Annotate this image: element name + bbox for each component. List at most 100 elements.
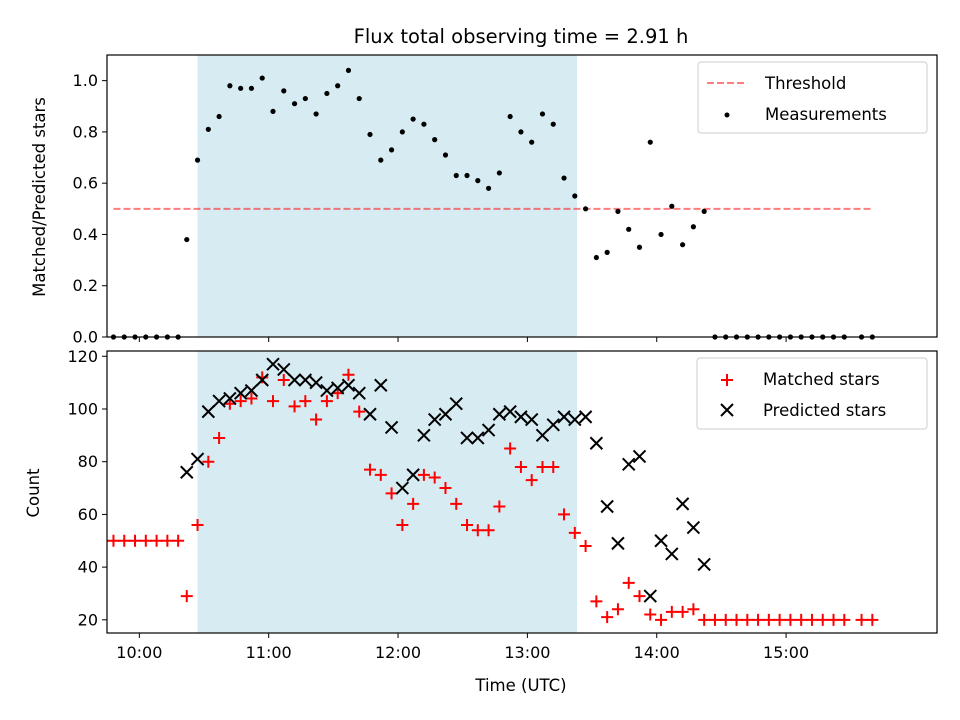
predicted-star-point (277, 362, 291, 377)
matched-star-point (245, 392, 258, 405)
top-legend: Threshold Measurements (697, 61, 928, 134)
measurement-point (539, 111, 546, 117)
predicted-star-point (223, 391, 237, 406)
xtick-label: 15:00 (763, 643, 809, 662)
matched-star-point (288, 400, 301, 413)
bottom-ylabel: Count (24, 468, 43, 518)
predicted-star-point (589, 436, 604, 450)
matched-star-point (461, 518, 474, 531)
matched-star-point (353, 405, 366, 418)
predicted-star-point (384, 420, 399, 435)
measurement-point (518, 129, 524, 135)
xtick-label: 14:00 (634, 643, 680, 662)
predicted-star-point (460, 431, 474, 445)
predicted-star-point (449, 397, 463, 411)
matched-star-point (805, 613, 818, 626)
measurement-point (302, 95, 308, 102)
predicted-star-point (320, 383, 334, 398)
measurement-point (238, 85, 244, 91)
predicted-star-point (266, 357, 280, 371)
predicted-star-point (190, 452, 205, 466)
predicted-star-point (654, 534, 668, 548)
matched-star-point (644, 608, 657, 621)
measurement-point (572, 193, 578, 199)
matched-star-point (299, 395, 312, 408)
measurement-point (367, 131, 373, 138)
matched-star-point (471, 524, 484, 537)
predicted-star-point (180, 465, 194, 479)
predicted-star-point (363, 407, 377, 421)
legend-matched-label: Matched stars (763, 370, 880, 389)
top-legend-box (697, 61, 928, 134)
predicted-star-point (201, 404, 216, 419)
matched-star-point (450, 497, 463, 510)
top-ytick-label: 1.0 (73, 71, 98, 90)
matched-star-point (139, 534, 152, 547)
matched-star-point (504, 442, 517, 455)
matched-star-point (161, 534, 174, 547)
predicted-star-point (578, 410, 593, 424)
measurement-point (593, 254, 599, 261)
matched-star-point (568, 526, 581, 539)
predicted-star-point (374, 378, 388, 392)
measurement-point (636, 244, 643, 250)
predicted-star-point (697, 557, 711, 572)
chart-title: Flux total observing time = 2.91 h (354, 25, 689, 48)
measurement-point (604, 249, 610, 255)
matched-star-point (129, 534, 142, 547)
bottom-ytick-label: 60 (78, 505, 98, 524)
matched-star-point (385, 487, 398, 500)
predicted-star-point (341, 378, 356, 392)
measurement-point (701, 208, 707, 214)
matched-star-point (374, 468, 387, 481)
matched-star-point (698, 613, 711, 626)
predicted-star-point (524, 412, 539, 427)
measurement-point (227, 83, 233, 89)
legend-measurements-swatch (724, 112, 730, 118)
top-ytick-label: 0.6 (73, 174, 98, 193)
predicted-star-point (330, 381, 345, 395)
measurement-point (442, 152, 449, 158)
predicted-star-point (417, 428, 431, 443)
measurement-point (324, 90, 330, 97)
matched-star-point (827, 613, 840, 626)
measurement-point (248, 85, 255, 91)
predicted-star-point (481, 423, 496, 437)
predicted-star-point (665, 547, 679, 561)
matched-star-point (866, 613, 879, 626)
measurement-point (690, 224, 696, 230)
predicted-star-point (557, 410, 571, 424)
measurement-point (345, 67, 352, 73)
matched-star-point (493, 500, 506, 513)
measurement-point (647, 139, 653, 145)
matched-star-point (773, 613, 786, 626)
matched-star-point (180, 590, 193, 603)
predicted-star-point (244, 383, 259, 398)
measurement-point (658, 231, 664, 238)
xtick-label: 12:00 (375, 643, 421, 662)
predicted-star-point (568, 412, 582, 427)
predicted-star-point (622, 457, 636, 472)
matched-star-point (784, 613, 797, 626)
predicted-star-point (471, 431, 485, 445)
measurement-point (270, 108, 276, 114)
predicted-star-point (643, 589, 657, 603)
legend-matched-swatch (721, 374, 733, 386)
matched-star-point (633, 590, 646, 603)
bottom-legend: Matched stars Predicted stars (696, 357, 928, 430)
matched-star-point (267, 395, 279, 408)
matched-star-point (213, 431, 226, 444)
measurement-point (335, 83, 341, 89)
predicted-star-point (535, 428, 550, 443)
bottom-ytick-label: 100 (67, 399, 98, 418)
measurement-point (421, 121, 427, 127)
top-ytick-label: 0.4 (73, 225, 98, 244)
predicted-star-point (298, 373, 313, 387)
top-plot-frame (106, 54, 938, 338)
matched-star-point (482, 524, 495, 537)
bottom-ytick-label: 40 (78, 558, 98, 577)
matched-star-point (816, 613, 829, 626)
matched-star-point (719, 613, 732, 626)
matched-star-point (676, 605, 689, 618)
bottom-ytick-label: 120 (67, 347, 98, 366)
